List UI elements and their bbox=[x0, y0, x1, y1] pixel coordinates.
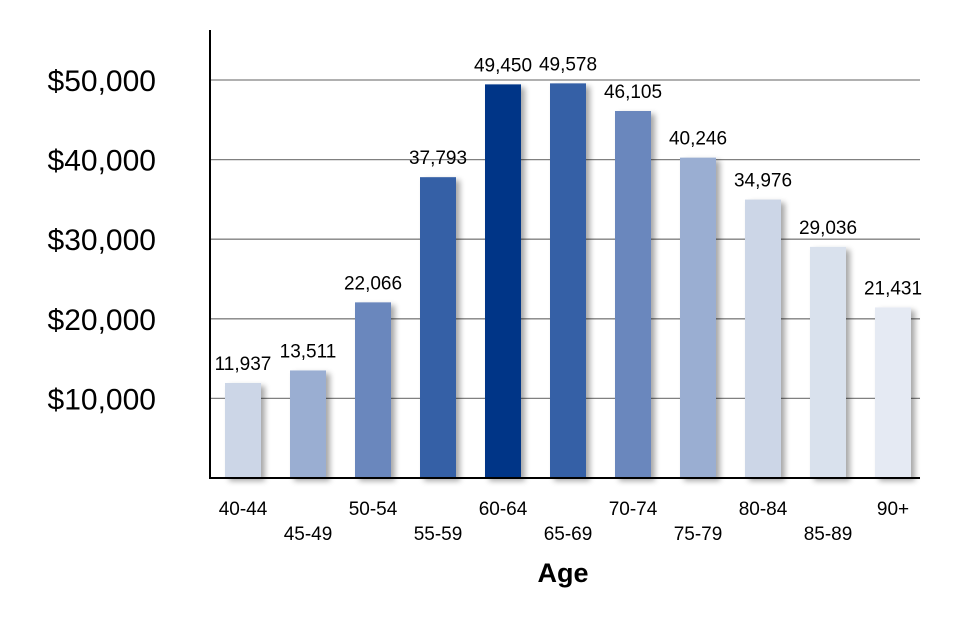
x-tick-label: 55-59 bbox=[414, 524, 463, 545]
data-label: 49,450 bbox=[474, 55, 532, 76]
y-tick-label: $50,000 bbox=[48, 65, 156, 98]
axes bbox=[209, 30, 920, 479]
data-labels: 11,937 13,511 22,066 37,793 49,450 49,578 46,1… bbox=[215, 54, 922, 375]
x-tick-label: 40-44 bbox=[219, 499, 268, 520]
data-label: 49,578 bbox=[539, 54, 597, 75]
bar bbox=[290, 370, 326, 478]
data-label: 37,793 bbox=[409, 148, 467, 169]
x-tick-label: 45-49 bbox=[284, 524, 333, 545]
x-tick-label: 50-54 bbox=[349, 499, 398, 520]
bar bbox=[745, 199, 781, 478]
bar bbox=[225, 382, 261, 478]
x-tick-label: 80-84 bbox=[739, 499, 788, 520]
x-tick-labels: 40-44 45-49 50-54 55-59 60-64 65-69 70-74 75-79… bbox=[219, 499, 909, 545]
bar bbox=[420, 177, 456, 478]
data-label: 34,976 bbox=[734, 171, 792, 192]
x-axis-title: Age bbox=[537, 558, 588, 588]
x-tick-label: 90+ bbox=[877, 499, 909, 520]
bar bbox=[355, 302, 391, 478]
y-tick-label: $30,000 bbox=[48, 224, 156, 257]
bar bbox=[485, 84, 521, 479]
bar bbox=[810, 246, 846, 478]
x-tick-label: 70-74 bbox=[609, 499, 658, 520]
y-tick-label: $40,000 bbox=[48, 145, 156, 178]
bar bbox=[615, 111, 651, 478]
data-label: 46,105 bbox=[604, 82, 662, 103]
bar bbox=[550, 83, 586, 478]
x-tick-label: 65-69 bbox=[544, 524, 593, 545]
data-label: 40,246 bbox=[669, 129, 727, 150]
x-tick-label: 85-89 bbox=[804, 524, 853, 545]
data-label: 11,937 bbox=[215, 354, 272, 375]
data-label: 29,036 bbox=[799, 218, 857, 239]
bar bbox=[875, 307, 911, 478]
data-label: 13,511 bbox=[280, 341, 337, 362]
y-tick-label: $10,000 bbox=[48, 383, 156, 416]
data-label: 21,431 bbox=[864, 278, 922, 299]
y-tick-label: $20,000 bbox=[48, 304, 156, 337]
x-tick-label: 75-79 bbox=[674, 524, 723, 545]
x-tick-label: 60-64 bbox=[479, 499, 528, 520]
data-label: 22,066 bbox=[344, 273, 402, 294]
y-tick-labels: $10,000 $20,000 $30,000 $40,000 $50,000 bbox=[48, 65, 156, 416]
bars bbox=[225, 83, 911, 479]
bar bbox=[680, 157, 716, 478]
